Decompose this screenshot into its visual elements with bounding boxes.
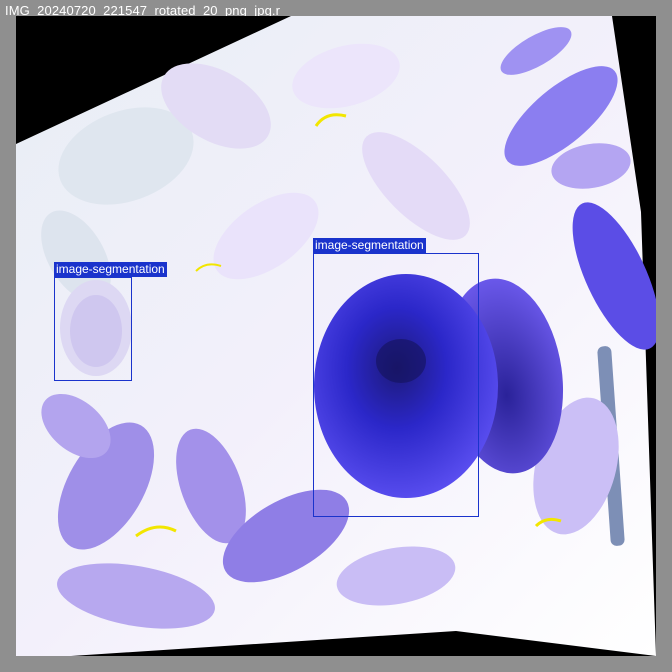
bounding-box[interactable]: [313, 253, 479, 517]
photo-content: [16, 16, 656, 656]
bounding-box-label: image-segmentation: [54, 262, 167, 277]
bounding-box[interactable]: [54, 277, 132, 381]
image-canvas[interactable]: [16, 16, 656, 656]
image-filename-label: IMG_20240720_221547_rotated_20_png_jpg.r: [5, 3, 281, 18]
bounding-box-label: image-segmentation: [313, 238, 426, 253]
